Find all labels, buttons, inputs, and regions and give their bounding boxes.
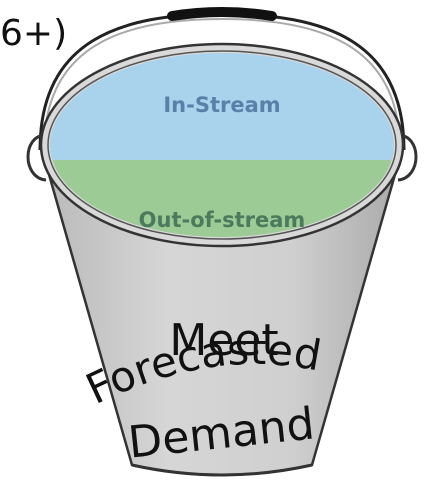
bucket-diagram: 6+) In-Stream Out-of-stream Meet Forecas… [0, 0, 430, 480]
corner-text: 6+) [0, 13, 67, 54]
handle-grip [172, 12, 272, 16]
in-stream-label: In-Stream [163, 93, 280, 117]
out-of-stream-label: Out-of-stream [139, 208, 306, 232]
